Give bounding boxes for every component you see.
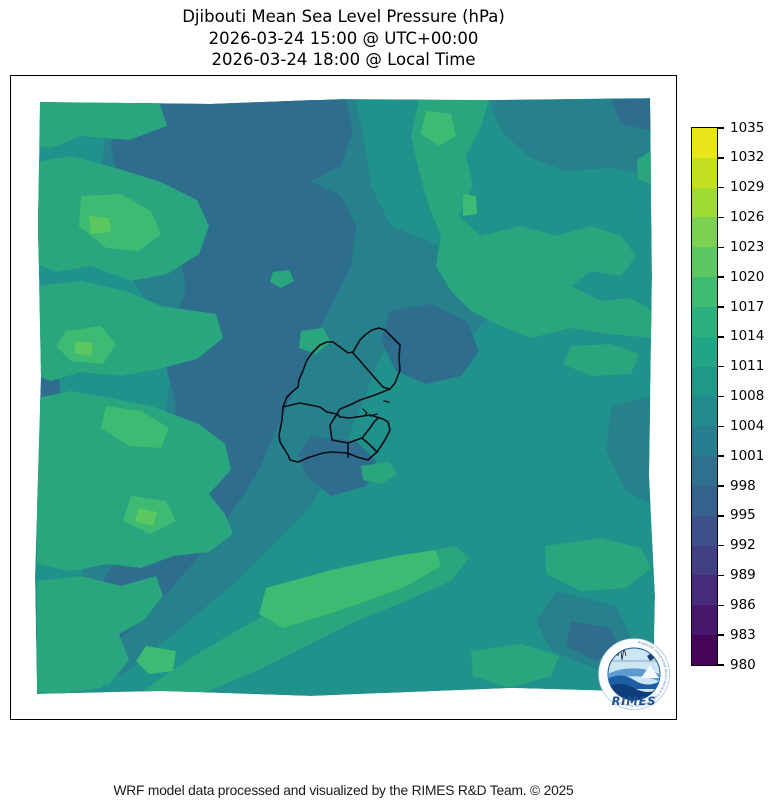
colorbar-tick-label: 980 — [730, 656, 756, 673]
colorbar-band — [692, 485, 717, 516]
colorbar-band — [692, 128, 717, 158]
colorbar-tick — [718, 365, 724, 368]
colorbar-band — [692, 456, 717, 486]
colorbar: 1035 1032 1029 1026 1023 1020 1017 1014 1011 1008… — [691, 120, 772, 673]
djibouti-outer-border — [278, 327, 401, 463]
colorbar-tick — [718, 336, 724, 338]
colorbar-band — [692, 515, 717, 546]
footer-credit: WRF model data processed and visualized … — [113, 783, 574, 798]
colorbar-tick — [718, 455, 724, 457]
colorbar-band — [692, 605, 717, 636]
colorbar-tick-label: 1035 — [730, 119, 765, 136]
rimes-wordmark: RIMES — [612, 694, 657, 708]
colorbar-tick-label: 989 — [730, 567, 756, 583]
colorbar-band — [692, 426, 717, 457]
colorbar-band — [692, 545, 717, 576]
colorbar-tick-label: 995 — [730, 507, 756, 524]
colorbar-tick-label: 1032 — [730, 149, 765, 166]
border-tadjourah-south — [282, 402, 338, 415]
chart-title: Djibouti Mean Sea Level Pressure (hPa) 2… — [10, 6, 677, 71]
colorbar-tick — [718, 574, 724, 577]
colorbar-tick — [718, 395, 724, 398]
colorbar-tick-label: 1029 — [730, 179, 765, 196]
colorbar-band — [692, 366, 717, 397]
title-line-1: Djibouti Mean Sea Level Pressure (hPa) — [182, 7, 505, 26]
colorbar-tick-label: 1008 — [730, 388, 765, 404]
colorbar-tick — [718, 306, 724, 308]
colorbar-tick — [718, 246, 724, 249]
colorbar-tick-label: 1004 — [730, 417, 765, 434]
colorbar-tick-label: 986 — [730, 596, 756, 613]
border-obock-tadjourah — [352, 352, 390, 390]
colorbar-tick — [718, 485, 724, 487]
colorbar-tick-label: 1020 — [730, 268, 765, 285]
rimes-logo: Regional Integrated Multi-Hazard Early W… — [598, 638, 670, 710]
colorbar-band — [692, 336, 717, 367]
colorbar-tick — [718, 634, 724, 636]
colorbar-band — [692, 157, 717, 188]
colorbar-tick — [718, 544, 724, 547]
contour-high-cores — [56, 111, 477, 674]
colorbar-band — [692, 575, 717, 606]
colorbar-band — [692, 306, 717, 337]
colorbar-tick — [718, 186, 724, 189]
border-arta-alisabieh — [361, 437, 378, 453]
title-line-3: 2026-03-24 18:00 @ Local Time — [211, 50, 476, 69]
colorbar-tick — [718, 216, 724, 219]
rimes-logo-sail — [641, 665, 659, 678]
colorbar-tick-label: 1023 — [730, 238, 765, 255]
colorbar-tick — [718, 127, 724, 129]
border-arta — [329, 413, 379, 444]
colorbar-tick-label: 1026 — [730, 209, 765, 225]
colorbar-tick-label: 1017 — [730, 298, 765, 315]
colorbar-tick — [718, 664, 724, 666]
colorbar-tick-label: 992 — [730, 537, 756, 554]
colorbar-band — [692, 396, 717, 427]
colorbar-band — [692, 635, 717, 665]
colorbar-tick — [718, 425, 724, 428]
colorbar-band — [692, 247, 717, 278]
colorbar-tick — [718, 604, 724, 607]
title-line-2: 2026-03-24 15:00 @ UTC+00:00 — [208, 28, 479, 48]
djibouti-boundaries — [278, 327, 401, 463]
colorbar-bands — [691, 127, 718, 666]
colorbar-tick-label: 983 — [730, 626, 756, 643]
map-axes-frame: Regional Integrated Multi-Hazard Early W… — [10, 75, 677, 720]
pressure-map: Regional Integrated Multi-Hazard Early W… — [35, 98, 670, 710]
djibouti-city-coast-detail — [362, 400, 390, 417]
colorbar-band — [692, 187, 717, 218]
colorbar-tick-label: 1011 — [730, 358, 765, 375]
colorbar-tick — [718, 157, 724, 159]
colorbar-tick — [718, 515, 724, 517]
colorbar-band — [692, 217, 717, 248]
colorbar-tick — [718, 276, 724, 278]
contour-highest-spots — [74, 216, 157, 526]
contour-field — [35, 98, 655, 696]
colorbar-tick-label: 1001 — [730, 447, 765, 464]
colorbar-band — [692, 277, 717, 307]
colorbar-tick-label: 998 — [730, 477, 756, 494]
colorbar-tick-label: 1014 — [730, 328, 765, 345]
contour-high-regions — [37, 100, 652, 694]
